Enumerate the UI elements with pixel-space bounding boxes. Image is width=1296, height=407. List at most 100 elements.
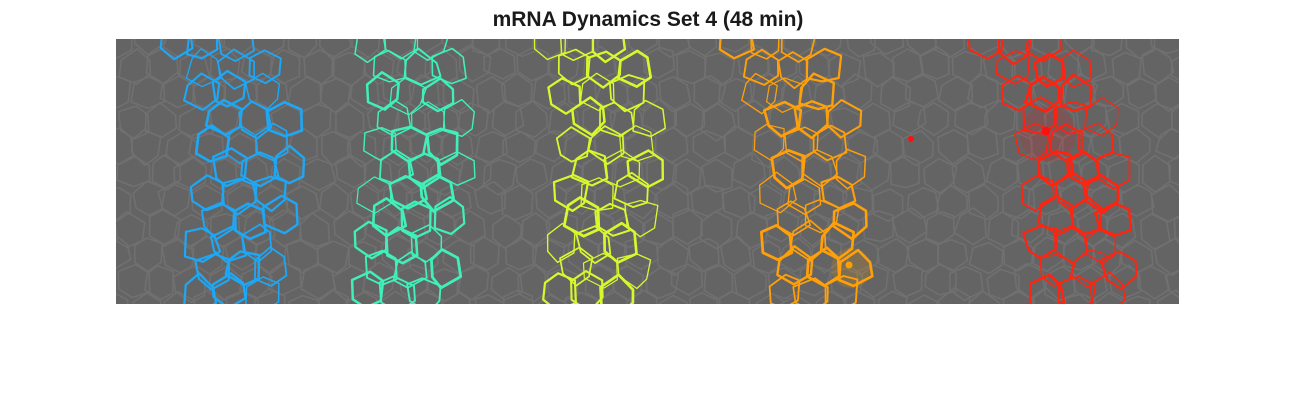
background-cell-outline <box>441 126 474 167</box>
highlighted-cell-outline <box>419 174 456 213</box>
background-cell-outline <box>190 235 225 276</box>
background-cell-outline <box>966 73 999 109</box>
background-cell-outline <box>1031 287 1060 304</box>
background-cell-outline <box>1046 209 1081 245</box>
background-cell-outline <box>1108 264 1142 300</box>
background-cell-outline <box>521 212 551 249</box>
background-cell-outline <box>1027 181 1061 216</box>
background-cell-outline <box>1141 103 1174 140</box>
highlighted-cell-outline <box>792 277 829 304</box>
background-cell-outline <box>954 101 989 136</box>
background-cell-outline <box>483 47 516 80</box>
background-cell-outline <box>782 39 817 58</box>
signal-spots <box>831 106 1076 288</box>
background-cell-outline <box>300 103 332 139</box>
highlighted-cell-outline <box>1020 174 1055 212</box>
band-aqua <box>350 39 476 304</box>
highlighted-cell-outline <box>1039 253 1075 287</box>
spot-glow <box>831 248 871 288</box>
highlighted-cell-outline <box>826 99 863 139</box>
background-cell-outline <box>918 45 950 80</box>
background-cell-outline <box>534 129 568 163</box>
highlighted-cell-outline <box>613 171 649 208</box>
background-cell-outline <box>892 100 927 135</box>
highlighted-cell-outline <box>406 277 442 304</box>
background-cell-outline <box>491 101 525 137</box>
background-cell-outline <box>1002 237 1034 272</box>
background-cell-outline <box>906 186 940 220</box>
highlighted-cell-outline <box>244 72 280 111</box>
background-cell-outline <box>841 73 873 112</box>
background-cell-outline <box>116 210 146 249</box>
background-cell-outline <box>609 100 644 141</box>
background-cell-outline <box>548 48 580 86</box>
highlighted-cell-outline <box>372 49 407 83</box>
background-cell-outline <box>1001 185 1036 220</box>
highlighted-cell-outline <box>1096 151 1131 190</box>
highlighted-cell-outline <box>763 100 803 138</box>
background-cell-outline <box>192 39 226 54</box>
highlighted-cell-outline <box>750 39 780 60</box>
background-cell-outline <box>856 264 890 299</box>
background-cell-outline <box>132 292 162 304</box>
background-cell-outline <box>473 180 507 215</box>
highlighted-cell-outline <box>552 173 590 212</box>
background-cell-outline <box>815 290 848 304</box>
background-cell-outline <box>1150 39 1179 55</box>
background-cell-outline <box>408 127 443 164</box>
background-cell-outline <box>892 48 925 83</box>
background-cell-outline <box>655 180 690 219</box>
background-cell-outline <box>457 102 490 138</box>
highlighted-cell-outline <box>582 252 618 289</box>
background-cell-outline <box>1071 265 1108 304</box>
highlighted-cell-outline <box>616 253 652 290</box>
highlighted-cell-outline <box>805 47 843 83</box>
background-cell-outline <box>916 101 950 137</box>
band-yellow <box>533 39 667 304</box>
background-cell-outline <box>735 211 769 250</box>
background-cell-outline <box>998 39 1032 59</box>
background-cell-outline <box>719 39 750 53</box>
background-cell-outline <box>502 289 534 304</box>
background-cell-outline <box>515 100 549 139</box>
background-cell-outline <box>689 291 719 304</box>
background-cell-outline <box>117 105 150 140</box>
highlighted-cell-outline <box>1053 100 1088 135</box>
highlighted-cell-outline <box>438 151 476 186</box>
background-cell-outline <box>1064 293 1096 304</box>
highlighted-cell-outline <box>1084 96 1119 137</box>
highlighted-cell-outline <box>832 202 868 241</box>
highlighted-cell-outline <box>798 72 835 111</box>
background-cell-outline <box>625 75 659 112</box>
background-cell-outline <box>1153 237 1179 277</box>
background-cell-outline <box>505 39 537 58</box>
highlighted-cell-outline <box>376 99 412 137</box>
background-cell-outline <box>1063 235 1097 271</box>
background-cell-outline <box>318 39 352 60</box>
background-cell-outline <box>902 129 935 167</box>
highlighted-cell-outline <box>760 224 794 262</box>
band-red <box>967 39 1138 304</box>
background-cell-outline <box>505 236 538 271</box>
band-orange <box>718 39 874 304</box>
highlighted-cell-outline <box>400 200 432 240</box>
background-cell-outline <box>225 290 259 304</box>
background-cell-outline <box>1170 56 1179 81</box>
highlighted-cell-outline <box>718 39 755 60</box>
background-cell-outline <box>658 39 691 59</box>
background-cell-outline <box>718 77 753 113</box>
background-cell-outline <box>937 286 971 304</box>
background-cell-outline <box>319 77 352 114</box>
background-cell-outline <box>925 210 955 245</box>
spot-orange <box>845 261 853 269</box>
highlighted-cell-outline <box>594 202 631 237</box>
background-cell-outline <box>1154 128 1179 161</box>
background-cell-outline <box>596 39 628 60</box>
background-cell-outline <box>846 39 876 58</box>
highlighted-cell-outline <box>776 245 814 286</box>
background-cell-outline <box>968 183 1000 221</box>
highlighted-cell-outline <box>1100 250 1138 291</box>
background-cell-outline <box>500 184 534 221</box>
highlighted-cell-bands <box>159 39 1138 304</box>
background-cell-outline <box>362 261 396 299</box>
